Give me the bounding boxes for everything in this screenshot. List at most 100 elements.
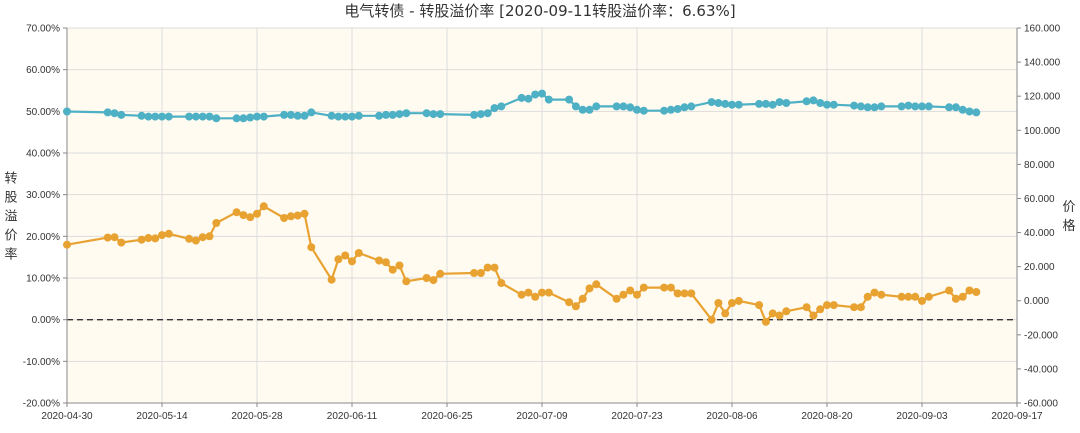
left-axis-title-char: 溢 — [4, 210, 17, 225]
price-point — [924, 102, 933, 111]
premium-point — [137, 235, 146, 244]
right-tick-label: -20.000 — [1024, 330, 1058, 341]
right-tick-label: 140.000 — [1024, 58, 1061, 69]
x-tick-label: 2020-06-25 — [421, 411, 473, 422]
premium-point — [246, 213, 255, 222]
price-point — [395, 110, 404, 119]
left-axis-ticks: 70.00% 60.00% 50.00% 40.00% 30.00% 20.00% 10.0… — [23, 24, 67, 410]
right-axis-title: 价格 — [1062, 200, 1075, 234]
premium-point — [348, 257, 356, 266]
premium-point — [334, 255, 343, 264]
premium-point — [375, 256, 384, 265]
price-point — [761, 99, 770, 108]
price-point — [829, 100, 838, 109]
premium-point — [388, 265, 397, 274]
premium-point — [761, 317, 770, 326]
price-point — [402, 109, 411, 118]
right-tick-label: -60.000 — [1024, 399, 1058, 410]
price-point — [517, 93, 526, 102]
premium-point — [592, 280, 601, 289]
premium-point — [924, 292, 933, 301]
premium-point — [829, 301, 838, 310]
premium-point — [117, 238, 126, 247]
premium-point — [823, 301, 831, 310]
right-tick-label: 20.000 — [1024, 262, 1055, 273]
premium-point — [483, 263, 492, 272]
price-point — [633, 105, 641, 114]
price-point — [538, 89, 546, 98]
price-point — [802, 97, 811, 106]
price-point — [476, 110, 485, 119]
price-point — [585, 105, 594, 114]
price-point — [707, 98, 716, 107]
left-tick-label: 50.00% — [26, 107, 60, 118]
price-point — [293, 111, 302, 120]
price-point — [544, 95, 553, 104]
price-point — [850, 101, 859, 110]
premium-rate-series — [63, 202, 981, 326]
premium-point — [578, 294, 587, 303]
price-point — [524, 94, 533, 103]
price-point — [965, 107, 974, 116]
price-point — [490, 104, 499, 113]
premium-point — [958, 292, 967, 301]
premium-point — [863, 292, 872, 301]
premium-point — [185, 234, 194, 243]
premium-point — [158, 231, 166, 240]
price-point — [246, 113, 255, 122]
price-point — [531, 90, 540, 99]
premium-point — [544, 288, 553, 297]
premium-point — [205, 232, 214, 241]
price-point — [158, 112, 166, 121]
price-point — [300, 111, 309, 120]
premium-point — [538, 288, 546, 297]
price-point — [110, 109, 119, 118]
price-point — [945, 103, 954, 112]
left-tick-label: 60.00% — [26, 65, 60, 76]
price-point — [212, 114, 221, 123]
premium-point — [714, 299, 723, 307]
price-point — [911, 102, 920, 111]
price-point — [259, 112, 268, 121]
price-point — [768, 100, 777, 109]
price-point — [286, 110, 295, 119]
price-point — [612, 102, 621, 111]
premium-point — [707, 315, 716, 324]
price-point — [639, 106, 648, 115]
premium-point — [911, 292, 920, 301]
price-point — [497, 102, 506, 111]
price-point — [280, 110, 289, 119]
premium-point — [191, 236, 200, 245]
premium-point — [755, 301, 764, 310]
right-axis-ticks: 160.000 140.000 120.000 100.000 80.000 60.000… — [1017, 24, 1061, 410]
premium-point — [476, 269, 485, 277]
left-tick-label: 20.00% — [26, 232, 60, 243]
premium-point — [490, 263, 499, 272]
premium-point — [151, 234, 160, 243]
premium-point — [680, 289, 689, 298]
premium-point — [524, 288, 533, 297]
left-axis-title-char: 价 — [4, 229, 17, 244]
right-tick-label: 100.000 — [1024, 126, 1061, 137]
price-point — [728, 100, 736, 109]
x-tick-label: 2020-07-23 — [611, 411, 663, 422]
price-point — [307, 108, 316, 117]
price-point — [666, 105, 675, 114]
price-point — [191, 112, 200, 121]
price-point — [619, 102, 628, 111]
price-point — [117, 110, 126, 119]
premium-point — [639, 283, 648, 292]
left-tick-label: -20.00% — [23, 399, 60, 410]
price-point — [782, 99, 791, 107]
price-point — [951, 103, 960, 112]
left-tick-label: 70.00% — [26, 24, 60, 35]
price-point — [388, 110, 397, 119]
price-point — [809, 96, 818, 105]
price-point — [565, 95, 574, 104]
price-point — [918, 102, 926, 111]
chart-title: 电气转债 - 转股溢价率 [2020-09-11转股溢价率：6.63%] — [344, 2, 735, 20]
x-axis-ticks: 2020-04-30 2020-05-14 2020-05-28 2020-06-11… — [41, 403, 1043, 422]
price-point — [897, 102, 906, 111]
right-tick-label: 120.000 — [1024, 92, 1061, 103]
